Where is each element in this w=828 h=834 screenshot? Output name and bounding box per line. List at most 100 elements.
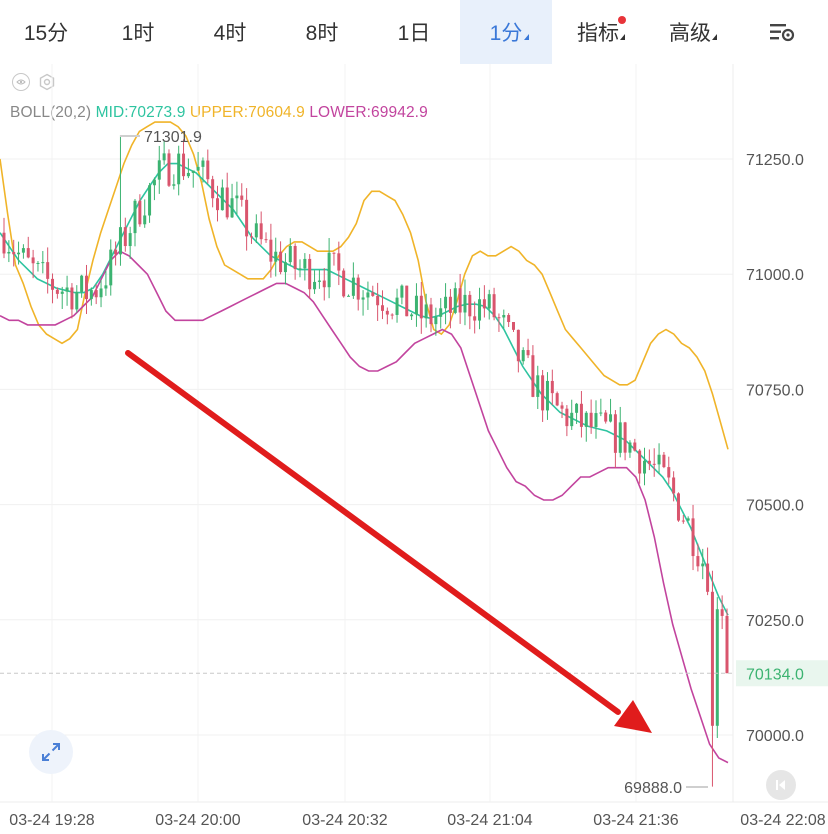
y-tick-label: 70000.0 <box>746 728 804 745</box>
candle-down-body <box>206 160 210 180</box>
candle-down-body <box>720 609 724 616</box>
high-price-label: 71301.9 <box>144 129 202 146</box>
tab-15m[interactable]: 15分 <box>0 0 92 64</box>
y-tick-label: 71000.0 <box>746 267 804 284</box>
candle-down-body <box>240 195 244 200</box>
candle-down-body <box>652 463 656 465</box>
candle-up-body <box>220 187 224 211</box>
candle-up-body <box>453 288 457 313</box>
candle-up-body <box>298 268 302 270</box>
candle-up-body <box>463 294 467 313</box>
candle-down-body <box>638 450 642 474</box>
candle-down-body <box>691 518 695 557</box>
legend-mid: MID:70273.9 <box>95 104 186 121</box>
candle-down-body <box>405 285 409 317</box>
x-tick-label: 03-24 19:28 <box>9 812 95 829</box>
candle-up-body <box>478 299 482 321</box>
candle-down-body <box>167 153 171 186</box>
x-tick-label: 03-24 21:04 <box>447 812 533 829</box>
candle-up-body <box>715 609 719 726</box>
candle-down-body <box>182 153 186 177</box>
candle-down-body <box>31 257 35 264</box>
candle-up-body <box>152 179 156 186</box>
candle-down-body <box>94 290 98 298</box>
candle-down-body <box>322 280 326 288</box>
candle-up-body <box>191 170 195 173</box>
candle-down-body <box>710 591 714 726</box>
candle-up-body <box>609 414 613 422</box>
candle-up-body <box>274 251 278 262</box>
x-tick-label: 03-24 20:32 <box>302 812 388 829</box>
y-tick-label: 70500.0 <box>746 498 804 515</box>
candle-down-body <box>613 414 617 453</box>
tab-indicators[interactable]: 指标 <box>552 0 644 64</box>
jump-latest-button[interactable] <box>766 770 796 800</box>
candle-down-body <box>371 292 375 296</box>
candle-up-body <box>686 518 690 521</box>
candle-up-body <box>575 403 579 413</box>
candle-up-body <box>313 281 317 290</box>
candle-down-body <box>84 275 88 300</box>
tab-advanced[interactable]: 高级 <box>644 0 736 64</box>
settings-list-button[interactable] <box>736 0 828 64</box>
candle-down-body <box>225 187 229 218</box>
candle-down-body <box>279 251 283 273</box>
candle-up-body <box>628 442 632 453</box>
candle-down-body <box>516 329 520 362</box>
candle-up-body <box>347 295 351 297</box>
candle-up-body <box>288 245 292 263</box>
candle-up-body <box>41 262 45 264</box>
dropdown-triangle-icon <box>712 34 717 40</box>
candle-up-body <box>157 160 161 180</box>
candle-up-body <box>21 248 25 253</box>
candle-up-body <box>361 297 365 300</box>
candle-up-body <box>162 153 166 161</box>
candle-down-body <box>507 315 511 323</box>
boll-legend: BOLL(20,2) MID:70273.9 UPPER:70604.9 LOW… <box>10 104 428 122</box>
candle-down-body <box>706 563 710 592</box>
candle-up-body <box>570 412 574 427</box>
candle-down-body <box>541 375 545 411</box>
candle-up-body <box>104 285 108 289</box>
gear-icon[interactable] <box>38 73 56 91</box>
tab-8h[interactable]: 8时 <box>276 0 368 64</box>
candle-down-body <box>264 239 268 241</box>
tab-1d[interactable]: 1日 <box>368 0 460 64</box>
candle-up-body <box>701 563 705 567</box>
candle-up-body <box>89 290 93 300</box>
candle-down-body <box>458 288 462 313</box>
candle-down-body <box>419 295 423 319</box>
candle-down-body <box>70 287 74 310</box>
candle-up-body <box>177 153 181 185</box>
candle-down-body <box>55 289 59 294</box>
candle-up-body <box>201 160 205 167</box>
candle-down-body <box>216 198 220 211</box>
tab-1m[interactable]: 1分 <box>460 0 552 64</box>
candle-up-body <box>410 314 414 317</box>
candle-up-body <box>283 262 287 273</box>
candle-down-body <box>560 405 564 409</box>
candle-down-body <box>511 322 515 330</box>
candle-down-body <box>245 199 249 237</box>
tab-1h[interactable]: 1时 <box>92 0 184 64</box>
candle-up-body <box>17 252 21 255</box>
candle-down-body <box>468 294 472 317</box>
candle-down-body <box>293 245 297 270</box>
candle-up-body <box>60 291 64 294</box>
expand-button[interactable] <box>29 730 73 774</box>
tab-4h[interactable]: 4时 <box>184 0 276 64</box>
legend-upper: UPPER:70604.9 <box>189 104 305 121</box>
eye-icon[interactable] <box>12 73 30 91</box>
low-price-label: 69888.0 <box>624 780 682 797</box>
candle-up-body <box>395 297 399 315</box>
candle-down-body <box>696 556 700 567</box>
candle-down-body <box>249 236 253 238</box>
candle-up-body <box>303 258 307 269</box>
candle-up-body <box>618 422 622 453</box>
candle-up-body <box>536 375 540 397</box>
candle-down-body <box>633 442 637 451</box>
candle-up-body <box>7 251 11 254</box>
candle-up-body <box>599 412 603 414</box>
last-price-label: 70134.0 <box>746 666 804 683</box>
